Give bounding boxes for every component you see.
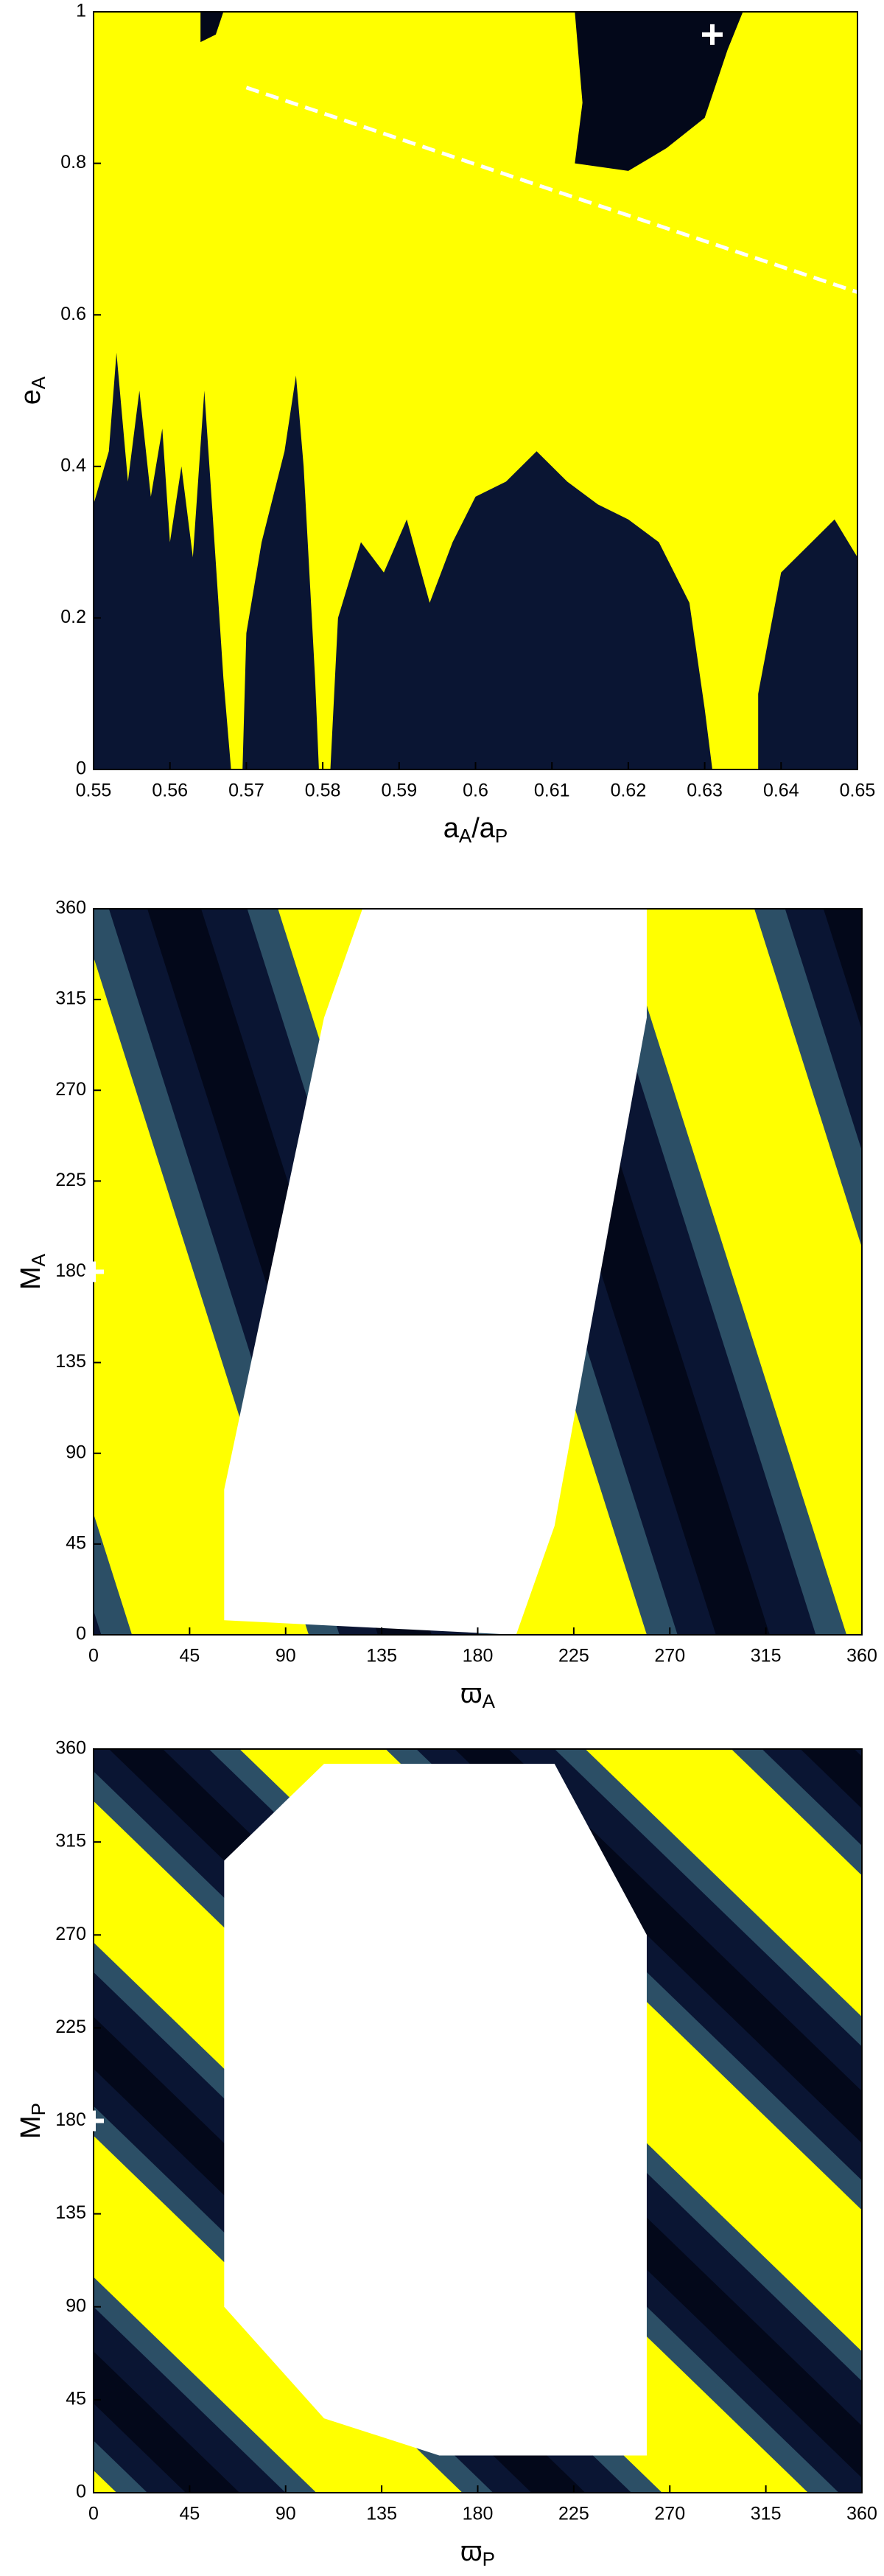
label-subscript: A [483,1690,496,1712]
ylabel: MA [15,1253,49,1290]
label-subscript: A [459,825,472,847]
unstable-region [224,909,647,1635]
x-tick-label: 270 [654,2504,685,2524]
stable-band [94,1610,102,1635]
x-tick-label: 135 [366,2504,397,2524]
y-tick-label: 0 [76,2482,86,2502]
label-text: e [15,389,46,405]
label-subscript: A [27,1253,49,1266]
chaotic-edge [385,1749,862,2210]
y-tick-label: 360 [55,1738,86,1759]
y-tick-label: 360 [55,898,86,918]
y-tick-label: 0.8 [60,152,86,172]
y-tick-label: 0 [76,758,86,779]
y-tick-label: 180 [55,2109,86,2130]
x-tick-label: 0.57 [228,781,264,801]
xlabel: ϖP [460,2536,495,2570]
y-tick-label: 225 [55,1170,86,1190]
x-tick-label: 0.65 [840,781,876,801]
map [94,12,857,769]
xlabel: aA/aP [443,813,508,847]
y-tick-label: 270 [55,1924,86,1944]
y-tick-label: 45 [66,1532,86,1553]
x-tick-label: 0.55 [76,781,112,801]
label-text: M [15,2115,46,2139]
stable-region [94,352,231,769]
x-tick-label: 0.61 [534,781,570,801]
x-tick-label: 270 [654,1646,685,1666]
y-tick-label: 315 [55,1831,86,1851]
y-tick-label: 315 [55,988,86,1009]
y-tick-label: 225 [55,2017,86,2037]
y-tick-label: 90 [66,2295,86,2316]
x-tick-label: 0.6 [463,781,488,801]
x-tick-label: 315 [751,1646,782,1666]
x-tick-label: 0.64 [763,781,799,801]
stable-island [575,12,743,171]
y-tick-label: 0 [76,1624,86,1644]
y-tick-label: 45 [66,2388,86,2409]
x-tick-label: 0.63 [687,781,723,801]
x-tick-label: 0 [88,2504,99,2524]
y-tick-label: 90 [66,1442,86,1462]
stable-region [242,375,319,769]
ylabel: eA [15,376,49,405]
x-tick-label: 0 [88,1646,99,1666]
y-tick-label: 0.6 [60,304,86,324]
x-tick-label: 180 [463,1646,494,1666]
y-tick-label: 1 [76,1,86,21]
label-text: ϖ [460,2536,483,2567]
x-tick-label: 225 [558,2504,589,2524]
x-tick-label: 45 [179,2504,200,2524]
x-tick-label: 0.56 [152,781,188,801]
y-tick-label: 0.4 [60,455,86,475]
stable-fragment [200,12,224,43]
y-tick-label: 270 [55,1079,86,1100]
stable-core [800,1749,862,1809]
unstable-region [224,1764,647,2456]
resonance-streak [245,85,857,294]
y-tick-label: 0.2 [60,607,86,627]
x-tick-label: 360 [846,1646,877,1666]
x-tick-label: 90 [276,2504,296,2524]
reference-marker [83,1261,104,1282]
x-tick-label: 180 [463,2504,494,2524]
label-subscript: P [483,2548,495,2570]
x-tick-label: 0.62 [611,781,647,801]
x-tick-label: 0.58 [305,781,341,801]
label-subscript: A [27,376,49,389]
x-tick-label: 315 [751,2504,782,2524]
label-text: a [443,813,460,844]
ylabel: MP [15,2103,49,2139]
label-subscript: P [495,825,508,847]
stable-region [758,519,857,769]
label-text: /a [471,813,496,844]
x-tick-label: 0.59 [381,781,417,801]
label-text: M [15,1266,46,1290]
y-tick-label: 135 [55,1351,86,1372]
stable-region [330,451,712,769]
map [94,909,862,1635]
y-tick-label: 180 [55,1260,86,1281]
stable-core [94,2351,240,2493]
x-tick-label: 45 [179,1646,200,1666]
xlabel: ϖA [460,1678,496,1712]
reference-marker [83,2110,104,2132]
map [0,1600,862,2576]
y-tick-label: 135 [55,2202,86,2223]
x-tick-label: 360 [846,2504,877,2524]
label-text: ϖ [460,1678,483,1709]
x-tick-label: 225 [558,1646,589,1666]
label-subscript: P [27,2103,49,2115]
chaotic-edge [94,1513,133,1635]
x-tick-label: 90 [276,1646,296,1666]
reference-marker [701,24,723,45]
stable-core [823,909,862,1030]
x-tick-label: 135 [366,1646,397,1666]
stable-core [0,1600,47,2576]
